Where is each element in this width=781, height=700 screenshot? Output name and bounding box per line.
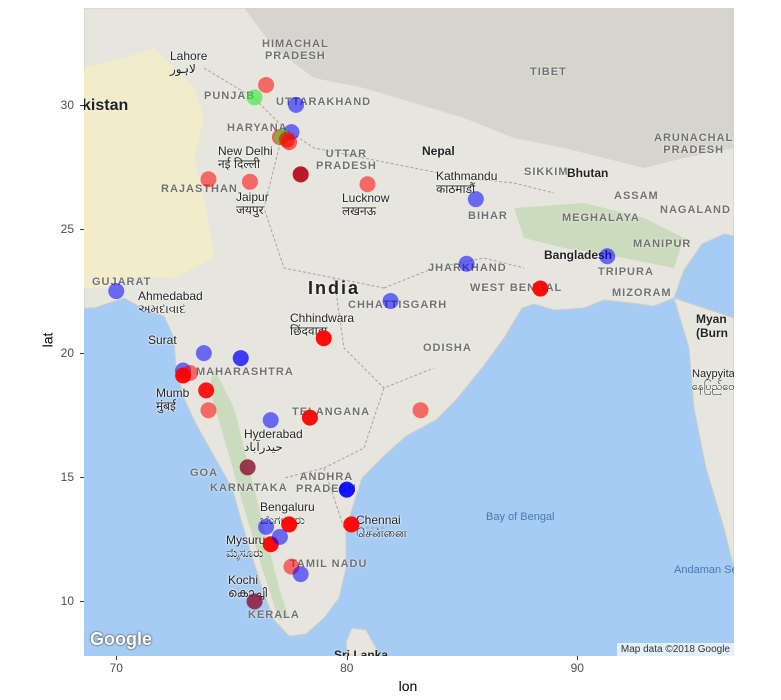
data-point bbox=[281, 516, 298, 533]
data-point bbox=[359, 176, 376, 193]
data-point bbox=[458, 255, 475, 272]
data-point bbox=[258, 518, 275, 535]
data-point bbox=[292, 166, 309, 183]
points-layer bbox=[108, 76, 616, 610]
y-axis-title: lat bbox=[39, 332, 56, 348]
land-srilanka bbox=[345, 627, 379, 656]
data-point bbox=[239, 459, 256, 476]
data-point bbox=[200, 402, 217, 419]
map-panel[interactable]: Lahore لاہور kistan HIMACHAL PRADESH PUNJA… bbox=[84, 8, 734, 656]
green-western-ghats bbox=[209, 368, 289, 620]
data-point bbox=[198, 382, 215, 399]
desert-region bbox=[84, 48, 214, 288]
data-point bbox=[288, 96, 305, 113]
green-northeast bbox=[514, 203, 684, 268]
data-point bbox=[108, 283, 125, 300]
data-point bbox=[246, 593, 263, 610]
data-point bbox=[232, 350, 249, 367]
data-point bbox=[271, 528, 288, 545]
data-point bbox=[281, 134, 298, 151]
x-axis-title: lon bbox=[398, 678, 418, 694]
mountain-region bbox=[244, 8, 734, 168]
data-point bbox=[599, 248, 616, 265]
x-tick-label: 90 bbox=[570, 661, 584, 675]
x-tick-mark bbox=[577, 656, 579, 660]
x-tick-mark bbox=[346, 656, 348, 660]
map-attribution[interactable]: Map data ©2018 Google bbox=[616, 643, 734, 656]
y-tick-label: 20 bbox=[60, 346, 74, 361]
y-tick-mark bbox=[80, 353, 84, 355]
x-tick-mark bbox=[116, 656, 118, 660]
data-point bbox=[343, 516, 360, 533]
data-point bbox=[412, 402, 429, 419]
y-tick-label: 30 bbox=[60, 97, 74, 112]
data-point bbox=[301, 409, 318, 426]
y-tick-mark bbox=[80, 104, 84, 106]
y-tick-label: 10 bbox=[60, 594, 74, 609]
data-point bbox=[315, 330, 332, 347]
data-point bbox=[338, 481, 355, 498]
data-point bbox=[246, 89, 263, 106]
y-tick-label: 25 bbox=[60, 221, 74, 236]
data-point bbox=[262, 412, 279, 429]
land-myanmar bbox=[673, 297, 734, 569]
border-lines bbox=[203, 67, 555, 529]
map-background bbox=[84, 8, 734, 656]
data-point bbox=[532, 280, 549, 297]
y-tick-label: 15 bbox=[60, 470, 74, 485]
data-point bbox=[292, 566, 309, 583]
data-point bbox=[241, 173, 258, 190]
y-tick-mark bbox=[80, 228, 84, 230]
x-tick-label: 80 bbox=[340, 661, 354, 675]
data-point bbox=[195, 345, 212, 362]
data-point bbox=[200, 171, 217, 188]
x-tick-label: 70 bbox=[109, 661, 123, 675]
data-point bbox=[175, 367, 192, 384]
google-logo: Google bbox=[90, 629, 152, 649]
y-tick-mark bbox=[80, 477, 84, 479]
y-tick-mark bbox=[80, 601, 84, 603]
data-point bbox=[467, 191, 484, 208]
data-point bbox=[258, 76, 275, 93]
data-point bbox=[382, 292, 399, 309]
